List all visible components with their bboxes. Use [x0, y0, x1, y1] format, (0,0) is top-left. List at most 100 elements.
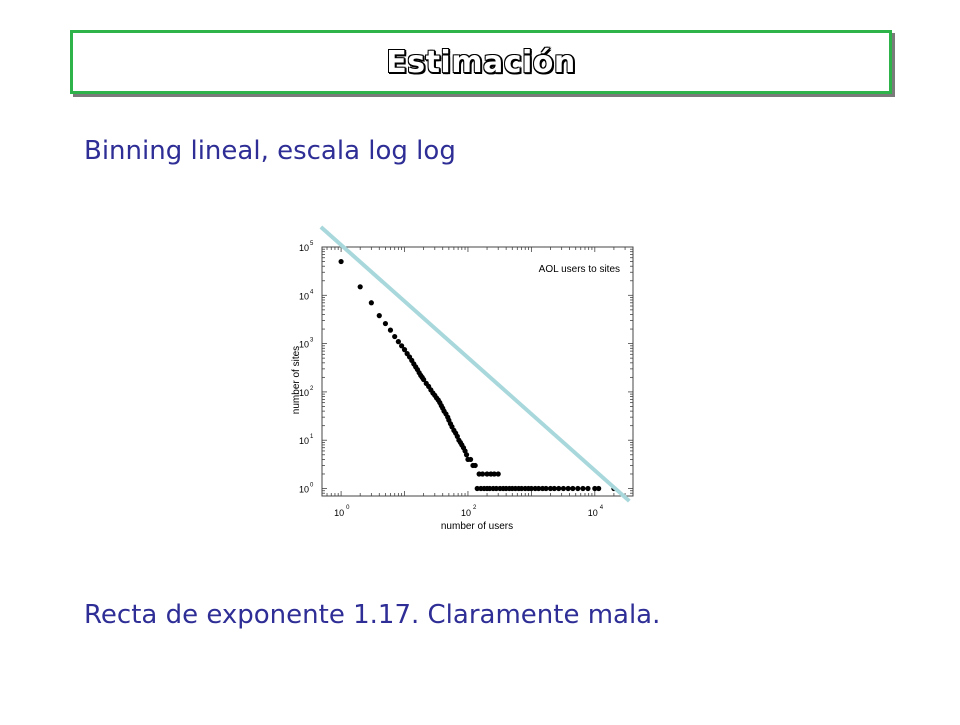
data-point — [437, 400, 443, 406]
data-point — [503, 485, 509, 492]
data-point — [430, 390, 436, 396]
data-point — [456, 437, 462, 443]
data-point — [395, 339, 401, 345]
data-point — [404, 351, 410, 357]
data-point — [440, 405, 446, 411]
slide-subtitle: Binning lineal, escala log log — [84, 136, 456, 166]
data-point — [560, 485, 567, 492]
data-point — [585, 485, 591, 492]
data-point — [426, 383, 432, 390]
data-point — [453, 430, 459, 436]
data-point — [472, 462, 478, 469]
data-point — [382, 320, 389, 327]
data-point — [493, 485, 499, 492]
x-tick-label: 10 — [588, 508, 598, 518]
data-point — [421, 376, 427, 383]
data-point — [387, 327, 394, 333]
data-point — [525, 485, 532, 492]
data-point — [392, 333, 398, 340]
y-tick-label: 10 — [299, 243, 309, 253]
slide-title: Estimación — [386, 44, 576, 80]
data-point — [409, 357, 415, 363]
data-point — [401, 347, 408, 353]
data-point — [490, 485, 496, 492]
data-point — [423, 380, 429, 387]
y-tick-exponent: 4 — [310, 289, 314, 295]
data-point — [497, 485, 503, 492]
data-point — [418, 372, 424, 378]
data-point — [465, 456, 471, 463]
data-point — [516, 485, 522, 492]
data-point — [565, 485, 571, 492]
data-point — [459, 442, 465, 448]
fit-line — [319, 225, 631, 503]
data-point — [580, 485, 586, 492]
data-point — [532, 485, 538, 492]
data-point — [467, 456, 474, 463]
data-point — [547, 485, 554, 492]
data-point — [443, 411, 449, 417]
axis-ticks — [321, 246, 634, 497]
y-tick-label: 10 — [299, 340, 309, 350]
data-point — [338, 258, 344, 265]
data-point — [446, 417, 452, 423]
data-point — [509, 485, 515, 492]
x-tick-labels: 10 0 10 2 10 4 — [334, 505, 604, 518]
data-point — [470, 462, 476, 469]
data-point — [536, 485, 542, 492]
data-point — [414, 366, 421, 373]
y-tick-exponent: 3 — [310, 338, 314, 344]
y-axis-label: number of sites — [291, 346, 302, 414]
data-point — [481, 485, 487, 492]
y-tick-label: 10 — [299, 436, 309, 446]
data-point — [462, 448, 468, 454]
data-point — [447, 421, 454, 427]
data-point — [399, 343, 405, 349]
data-point — [449, 424, 455, 430]
data-point — [438, 403, 444, 409]
data-point — [376, 313, 382, 319]
data-point — [551, 485, 557, 492]
data-point — [445, 414, 451, 420]
data-point — [484, 485, 490, 492]
data-point — [575, 485, 581, 492]
plot-frame — [321, 246, 634, 497]
data-points — [338, 258, 617, 492]
data-point — [419, 374, 425, 380]
data-point — [479, 471, 486, 477]
data-point — [556, 485, 562, 492]
y-tick-exponent: 5 — [310, 241, 314, 247]
data-point — [474, 485, 480, 492]
data-point — [596, 485, 602, 492]
data-point — [416, 370, 422, 376]
data-point — [413, 364, 419, 370]
data-point — [441, 408, 447, 414]
y-tick-label: 10 — [299, 291, 309, 301]
data-point — [432, 392, 438, 398]
data-point — [570, 485, 576, 492]
data-point — [451, 427, 457, 433]
data-point — [522, 485, 528, 492]
slide-footer: Recta de exponente 1.17. Claramente mala… — [84, 600, 661, 630]
x-tick-exponent: 0 — [346, 505, 350, 511]
data-point — [491, 471, 497, 477]
x-tick-label: 10 — [334, 508, 344, 518]
data-point — [484, 471, 490, 477]
y-tick-label: 10 — [299, 388, 309, 398]
data-point — [488, 471, 494, 477]
data-point — [460, 445, 467, 451]
data-point — [512, 485, 519, 492]
data-point — [457, 439, 463, 446]
data-point — [368, 300, 374, 306]
data-point — [357, 284, 363, 290]
data-point — [478, 485, 484, 492]
data-point — [406, 354, 413, 360]
data-point — [487, 485, 493, 492]
data-point — [495, 471, 501, 477]
x-tick-label: 10 — [461, 508, 471, 518]
x-axis-label: number of users — [441, 521, 513, 532]
data-point — [463, 452, 470, 458]
data-point — [476, 471, 482, 477]
data-point — [543, 485, 549, 492]
